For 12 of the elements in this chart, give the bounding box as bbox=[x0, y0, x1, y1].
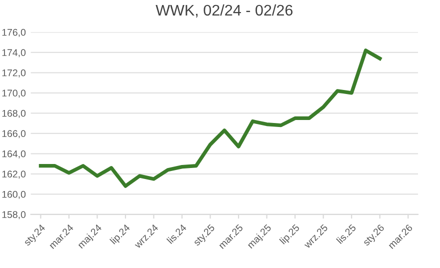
y-tick-label: 174,0 bbox=[2, 49, 26, 58]
line-series bbox=[38, 48, 382, 188]
y-tick-label: 164,0 bbox=[2, 150, 26, 158]
y-tick-label: 158,0 bbox=[2, 211, 26, 220]
y-tick-label: 162,0 bbox=[2, 170, 26, 179]
y-tick-label: 168,0 bbox=[2, 110, 26, 118]
y-tick-label: 166,0 bbox=[2, 130, 26, 138]
chart-title: WWK, 02/24 - 02/26 bbox=[156, 4, 293, 18]
y-tick-label: 160,0 bbox=[2, 190, 26, 199]
y-tick-label: 172,0 bbox=[2, 69, 26, 78]
y-tick-label: 170,0 bbox=[2, 90, 26, 98]
y-tick-label: 176,0 bbox=[2, 28, 26, 37]
